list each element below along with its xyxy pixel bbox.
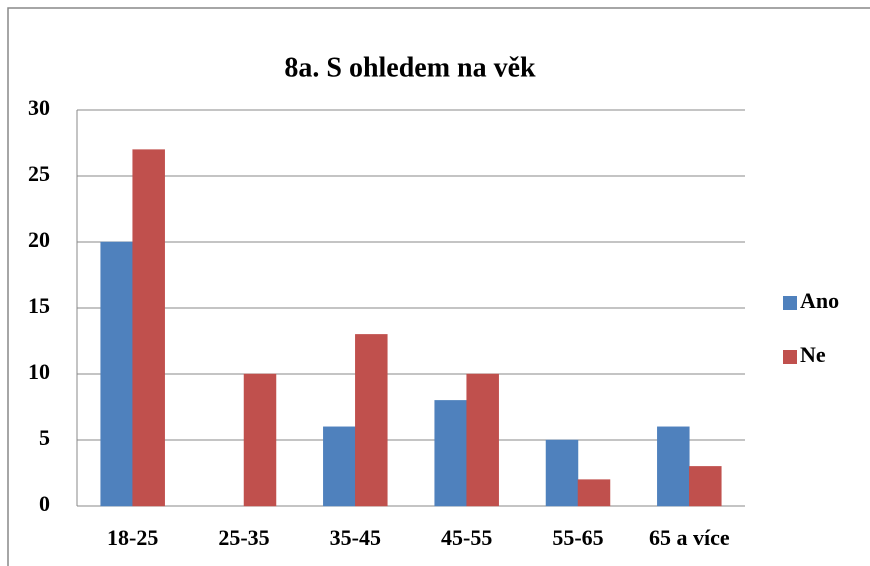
bar (689, 466, 722, 507)
chart-title: 8a. S ohledem na věk (284, 52, 536, 83)
bar (657, 426, 690, 507)
legend-label: Ne (800, 342, 826, 367)
y-tick-label: 25 (28, 161, 50, 186)
bar (243, 373, 277, 507)
legend-label: Ano (800, 288, 839, 313)
bar (577, 479, 611, 507)
bar (434, 400, 467, 507)
bar (545, 439, 579, 507)
x-tick-label: 25-35 (218, 525, 269, 550)
y-tick-label: 15 (28, 293, 50, 318)
y-tick-label: 10 (28, 359, 50, 384)
bar (100, 241, 133, 507)
y-tick-label: 0 (39, 491, 50, 516)
bar (132, 149, 165, 507)
x-tick-label: 55-65 (552, 525, 603, 550)
y-tick-label: 30 (28, 95, 50, 120)
x-tick-label: 65 a více (649, 525, 730, 550)
bar (466, 373, 499, 507)
y-tick-label: 5 (39, 425, 50, 450)
bar (323, 426, 356, 507)
bar (355, 334, 388, 507)
x-tick-label: 35-45 (330, 525, 381, 550)
legend-swatch (783, 350, 797, 364)
x-tick-label: 45-55 (441, 525, 492, 550)
legend-swatch (783, 296, 797, 310)
x-tick-label: 18-25 (107, 525, 158, 550)
y-tick-label: 20 (28, 227, 50, 252)
